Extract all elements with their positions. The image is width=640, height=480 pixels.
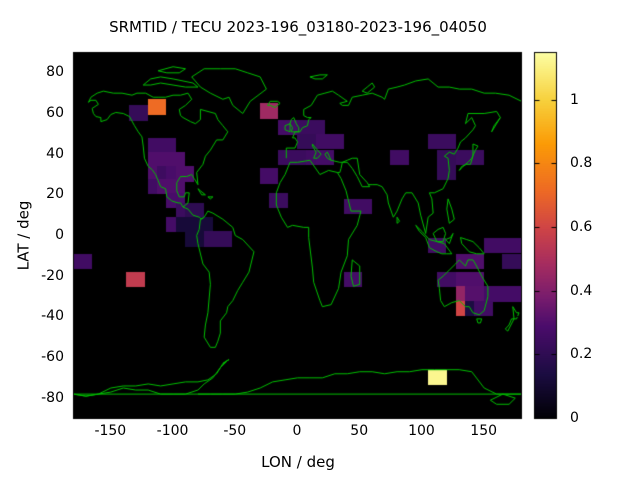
colorbar-tick-label: 0.6 bbox=[570, 219, 593, 236]
y-tick-label: -40 bbox=[41, 308, 64, 325]
y-tick-label: 80 bbox=[46, 64, 64, 81]
colorbar-tick-label: 0.2 bbox=[570, 346, 593, 363]
y-tick-label: 0 bbox=[55, 227, 64, 243]
chart-title: SRMTID / TECU 2023-196_03180-2023-196_04… bbox=[109, 18, 487, 36]
y-tick-label: -20 bbox=[41, 267, 64, 284]
colorbar-tick-label: 0 bbox=[570, 410, 579, 426]
y-tick-label: 40 bbox=[46, 145, 64, 162]
y-tick-label: -80 bbox=[41, 389, 64, 406]
x-tick-label: 0 bbox=[292, 423, 302, 439]
y-tick-label: 60 bbox=[46, 105, 64, 121]
x-axis-label: LON / deg bbox=[261, 453, 335, 471]
x-tick-label: 50 bbox=[350, 423, 369, 439]
x-tick-label: -100 bbox=[156, 423, 189, 439]
x-tick-label: -150 bbox=[94, 423, 127, 439]
x-tick-label: -50 bbox=[223, 423, 247, 439]
colorbar-tick-label: 0.4 bbox=[570, 282, 593, 299]
colorbar-tick-label: 1 bbox=[570, 91, 579, 108]
x-tick-label: 150 bbox=[470, 423, 498, 439]
y-tick-label: -60 bbox=[41, 349, 64, 365]
colorbar-tick-label: 0.8 bbox=[570, 155, 593, 172]
y-tick-label: 20 bbox=[46, 186, 64, 203]
x-tick-label: 100 bbox=[408, 423, 435, 439]
